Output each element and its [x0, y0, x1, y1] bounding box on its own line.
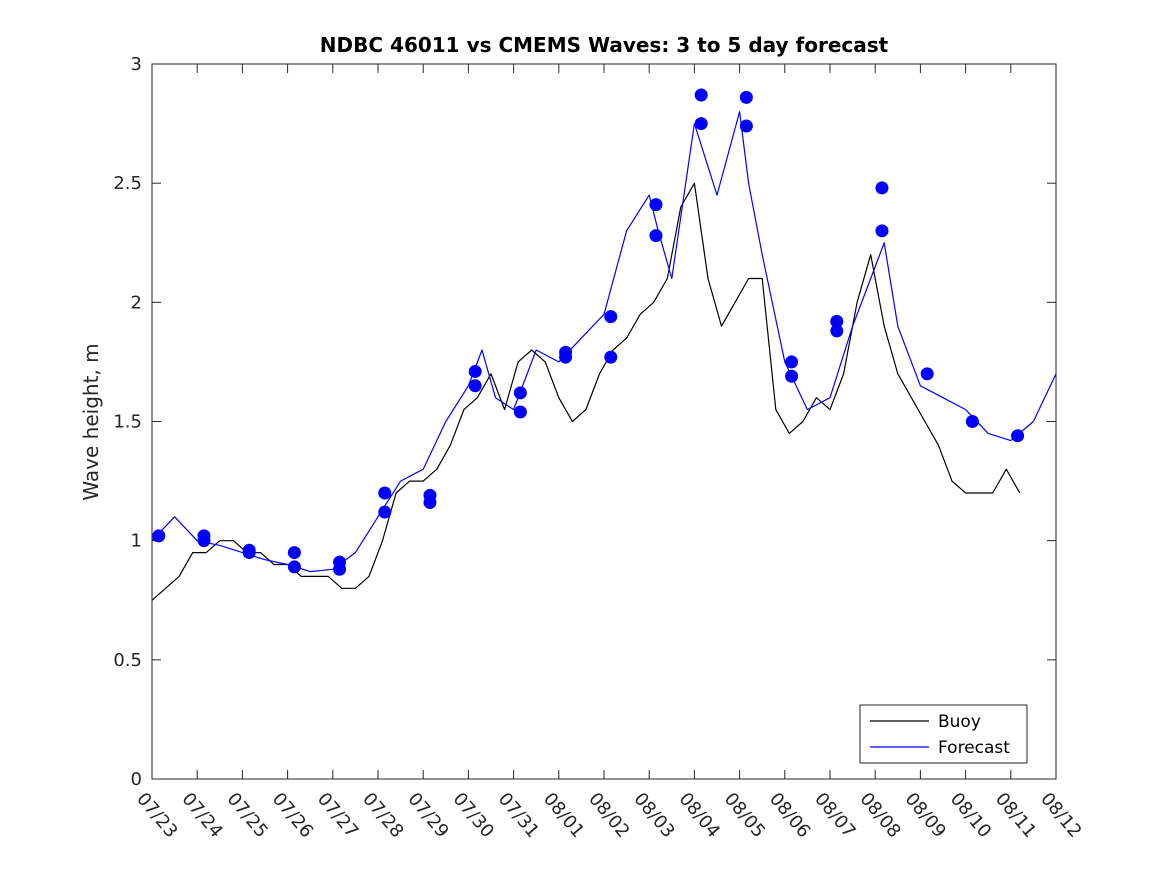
forecast-marker: [739, 119, 753, 133]
forecast-marker: [513, 386, 527, 400]
forecast-series-line: [151, 111, 1057, 573]
forecast-marker: [920, 367, 934, 381]
x-tick-label: 08/12: [1036, 789, 1085, 842]
forecast-marker: [197, 534, 211, 548]
legend-box: [859, 704, 1028, 764]
forecast-marker: [333, 562, 347, 576]
x-tick-label: 07/28: [358, 789, 407, 842]
y-tick-label: 2: [131, 292, 142, 313]
forecast-marker: [468, 379, 482, 393]
forecast-marker: [287, 560, 301, 574]
x-tick-label: 07/31: [494, 789, 543, 842]
forecast-marker: [649, 198, 663, 212]
x-tick-label: 08/07: [810, 789, 859, 842]
forecast-marker: [378, 505, 392, 519]
plot-frame: [151, 63, 1057, 780]
forecast-marker: [604, 310, 618, 324]
forecast-marker: [242, 546, 256, 560]
x-tick-label: 08/05: [720, 789, 769, 842]
x-tick-label: 07/23: [132, 789, 181, 842]
forecast-marker: [287, 546, 301, 560]
forecast-marker: [378, 486, 392, 500]
x-tick-label: 07/25: [223, 789, 272, 842]
x-tick-label: 08/01: [539, 789, 588, 842]
y-ticks: 0 0.5 1 1.5 2 2.5 3: [113, 54, 1056, 790]
legend-buoy-label: Buoy: [938, 712, 981, 732]
x-tick-label: 08/06: [765, 789, 814, 842]
x-tick-label: 08/09: [901, 789, 950, 842]
chart-title: NDBC 46011 vs CMEMS Waves: 3 to 5 day fo…: [320, 33, 889, 57]
forecast-marker: [694, 117, 708, 131]
forecast-marker: [604, 350, 618, 364]
x-tick-label: 07/29: [403, 789, 452, 842]
x-tick-label: 08/04: [675, 789, 724, 842]
forecast-marker: [875, 181, 889, 195]
x-tick-label: 08/02: [584, 789, 633, 842]
forecast-marker: [875, 224, 889, 238]
x-tick-label: 07/30: [449, 789, 498, 842]
forecast-marker: [513, 405, 527, 419]
y-tick-label: 0: [131, 769, 142, 790]
forecast-marker: [559, 350, 573, 364]
forecast-marker: [785, 355, 799, 369]
marker-layer: [152, 88, 1025, 576]
forecast-marker: [649, 229, 663, 243]
forecast-marker: [785, 369, 799, 383]
forecast-marker: [1011, 429, 1025, 443]
x-tick-label: 08/08: [855, 789, 904, 842]
x-tick-label: 07/24: [177, 789, 226, 842]
x-tick-label: 07/26: [268, 789, 317, 842]
x-tick-label: 07/27: [313, 789, 362, 842]
y-tick-label: 1: [131, 531, 142, 552]
y-tick-label: 1.5: [113, 412, 142, 433]
forecast-marker: [423, 496, 437, 510]
forecast-marker: [830, 324, 844, 338]
y-tick-label: 0.5: [113, 650, 142, 671]
y-tick-label: 2.5: [113, 173, 142, 194]
y-axis-label: Wave height, m: [79, 343, 103, 500]
y-tick-label: 3: [131, 54, 142, 75]
forecast-marker: [468, 364, 482, 378]
forecast-marker: [965, 415, 979, 428]
forecast-marker: [152, 529, 166, 543]
x-tick-label: 08/10: [946, 789, 995, 842]
plot-area: [152, 64, 1056, 779]
x-tick-label: 08/11: [991, 789, 1040, 842]
legend-forecast-label: Forecast: [938, 738, 1010, 758]
legend: Buoy Forecast: [859, 704, 1028, 764]
forecast-marker: [694, 88, 708, 102]
x-tick-label: 08/03: [629, 789, 678, 842]
forecast-marker: [739, 90, 753, 104]
forecast-marker: [830, 314, 844, 328]
